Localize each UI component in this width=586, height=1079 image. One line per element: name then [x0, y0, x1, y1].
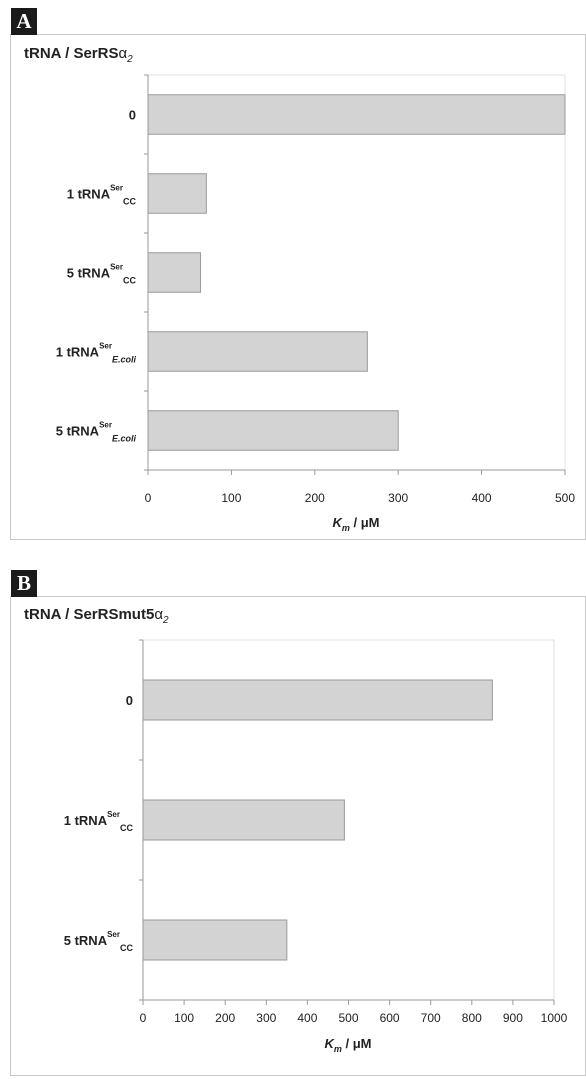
panel-b-letter: B	[11, 570, 37, 597]
chart-a-bar	[147, 410, 399, 451]
chart-b-category-label: 0	[126, 693, 133, 708]
chart-a-x-axis-label: Km / μM	[332, 515, 379, 533]
chart-a-category-label-main: 1 tRNA	[56, 345, 100, 360]
chart-b-bar	[142, 919, 288, 961]
chart-a-category-label-main: 5 tRNA	[56, 424, 100, 439]
chart-a-x-axis-label-sub: m	[342, 523, 350, 533]
chart-a-category-label-sub: CC	[123, 276, 136, 286]
chart-b-x-tick-label: 100	[174, 1011, 194, 1025]
chart-b-x-tick-label: 800	[462, 1011, 482, 1025]
chart-b-x-tick-label: 600	[380, 1011, 400, 1025]
panel-b-title: tRNA / SerRSmut5α2	[24, 606, 169, 626]
chart-a-category-label-main: 0	[129, 108, 136, 123]
chart-a-category-label-main: 5 tRNA	[67, 266, 111, 281]
chart-a-category-label-sup: Ser	[99, 421, 112, 430]
chart-a-category-label-sub: E.coli	[112, 434, 137, 444]
chart-b-x-tick-label: 200	[215, 1011, 235, 1025]
chart-b-bar	[142, 799, 345, 841]
panel-b-title-symbol: α	[154, 606, 163, 623]
chart-b-category-label-sub: CC	[120, 943, 133, 953]
chart-a-category-label: 1 tRNASerCC	[67, 184, 137, 207]
panel-b-title-subscript: 2	[162, 615, 169, 626]
chart-b-x-tick-label: 700	[421, 1011, 441, 1025]
panel-b-title-text: tRNA / SerRSmut5	[24, 606, 155, 623]
chart-a-bar	[147, 252, 202, 293]
chart-a-category-label-sup: Ser	[99, 342, 112, 351]
chart-b-category-label-sup: Ser	[107, 810, 120, 819]
chart-b-category-label-sub: CC	[120, 823, 133, 833]
chart-a-bar	[147, 94, 566, 135]
chart-a-x-tick-label: 500	[555, 491, 575, 505]
panel-a-title-text: tRNA / SerRS	[24, 45, 119, 62]
chart-b-x-tick-label: 300	[256, 1011, 276, 1025]
chart-b-category-label: 5 tRNASerCC	[64, 930, 134, 953]
chart-a-category-label-sup: Ser	[110, 184, 123, 193]
chart-a-x-tick-label: 100	[221, 491, 241, 505]
chart-a-x-axis-label-unit: / μM	[350, 515, 380, 530]
chart-b-x-axis-label: Km / μM	[324, 1036, 371, 1054]
chart-b-bar	[142, 679, 493, 721]
chart-a-category-label: 5 tRNASerE.coli	[56, 421, 137, 444]
chart-a-x-tick-label: 400	[472, 491, 492, 505]
chart-a-x-tick-label: 300	[388, 491, 408, 505]
panel-a-title-symbol: α	[118, 45, 128, 62]
chart-a-bar	[147, 331, 368, 372]
chart-a-x-tick-label: 200	[305, 491, 325, 505]
chart-a-category-label-sub: CC	[123, 197, 136, 207]
chart-a-category-label: 5 tRNASerCC	[67, 263, 137, 286]
chart-b-x-axis-label-sub: m	[334, 1044, 342, 1054]
chart-a-category-label-main: 1 tRNA	[67, 187, 111, 202]
chart-a-x-axis-label-main: K	[332, 515, 343, 530]
chart-b-category-label: 1 tRNASerCC	[64, 810, 134, 833]
chart-b-x-axis-label-main: K	[324, 1036, 335, 1051]
chart-b-x-tick-label: 400	[297, 1011, 317, 1025]
chart-b-category-label-sup: Ser	[107, 930, 120, 939]
chart-b-x-tick-label: 900	[503, 1011, 523, 1025]
chart-a-category-label: 0	[129, 108, 136, 123]
chart-b-category-label-main: 5 tRNA	[64, 933, 108, 948]
chart-b-x-axis-label-unit: / μM	[342, 1036, 372, 1051]
panel-a-title-subscript: 2	[127, 54, 133, 65]
chart-b-x-tick-label: 500	[338, 1011, 358, 1025]
panel-a-letter: A	[11, 8, 37, 35]
chart-a-bar	[147, 173, 207, 214]
chart-b-category-label-main: 1 tRNA	[64, 813, 108, 828]
chart-b-x-tick-label: 1000	[541, 1011, 568, 1025]
chart-b-x-tick-label: 0	[140, 1011, 147, 1025]
chart-b-category-label-main: 0	[126, 693, 133, 708]
chart-a-category-label-sub: E.coli	[112, 355, 137, 365]
chart-a-category-label: 1 tRNASerE.coli	[56, 342, 137, 365]
chart-a-x-tick-label: 0	[145, 491, 152, 505]
chart-a-category-label-sup: Ser	[110, 263, 123, 272]
panel-a-title: tRNA / SerRSα2	[24, 45, 133, 65]
